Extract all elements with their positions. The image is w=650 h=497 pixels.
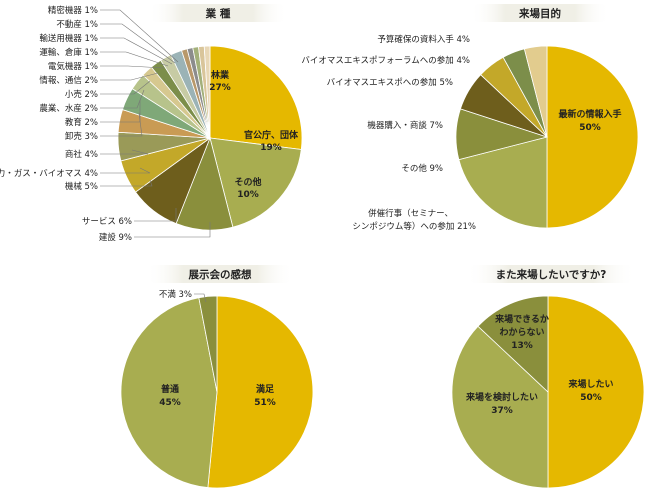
pie0-outside-label-6: 小売 2% (65, 89, 98, 100)
pie0-outside-label-13: サービス 6% (82, 217, 132, 227)
pie0-outside-label-0: 精密機器 1% (48, 5, 98, 16)
pie0-outside-label-3: 運輸、倉庫 1% (39, 47, 98, 58)
pie0-outside-label-1: 不動産 1% (56, 19, 98, 30)
pie3-slice-2 (477, 295, 549, 393)
pie2-outside-label-0: 不満 3% (159, 290, 192, 300)
pie0-outside-label-7: 農業、水産 2% (39, 103, 98, 114)
pie1-outside-label-2: バイオマスエキスポへの参加 5% (327, 77, 453, 88)
pie0-leader-1 (100, 23, 176, 64)
pie1-outside-label-1: バイオマスエキスポフォーラムへの参加 4% (301, 55, 470, 66)
pie0-leader-2 (100, 37, 173, 65)
pie3-inside-label-2: わからない (499, 327, 544, 338)
pie0-leader-3 (100, 51, 169, 67)
pie1-slice-1 (458, 136, 548, 229)
pie0-leader-13 (134, 208, 177, 222)
svg-text:また来場したいですか?: また来場したいですか? (496, 268, 607, 281)
pie0-outside-label-12: 機械 5% (65, 181, 98, 192)
pie0-slice-17 (203, 45, 211, 139)
pie0-leader-12 (100, 179, 153, 187)
pie3-slice-0 (547, 295, 645, 489)
pie1-outside-label-0: 予算確保の資料入手 4% (377, 34, 470, 45)
pie3-inside-label-1: 来場を検討したい (465, 391, 538, 403)
pie3-inside-label-1: 37% (491, 406, 513, 416)
pie0-outside-label-9: 卸売 3% (65, 131, 98, 142)
svg-text:来場目的: 来場目的 (518, 7, 561, 20)
pie2-leader-0 (194, 293, 207, 303)
pie0-inside-label-2: その他 (234, 176, 261, 188)
pie2-slice-1 (120, 297, 218, 489)
pie0-slice-1 (209, 137, 302, 228)
pie2-inside-label-1: 普通 (161, 383, 179, 395)
pie0-leader-11 (100, 167, 151, 174)
pie0-leader-14 (134, 222, 211, 238)
pie0-outside-label-11: 電力・ガス・バイオマス 4% (0, 168, 98, 179)
pie1-outside-label-6: シンポジウム等）への参加 21% (352, 221, 476, 232)
pie3-inside-label-0: 来場したい (567, 378, 613, 390)
pie0-inside-label-1: 19% (260, 143, 282, 153)
pie0-inside-label-2: 10% (237, 190, 259, 200)
pie2-inside-label-0: 満足 (256, 383, 275, 395)
pie0-inside-label-1: 官公庁、団体 (244, 129, 299, 141)
pie0-leader-7 (100, 89, 145, 109)
pie0-outside-label-8: 教育 2% (65, 117, 98, 128)
pie3-inside-label-0: 50% (580, 393, 602, 403)
pie2-slice-0 (207, 295, 314, 489)
pie0-outside-label-5: 情報、通信 2% (39, 75, 98, 86)
pie0-inside-label-0: 林業 (211, 69, 230, 81)
pie3-inside-label-2: 来場できるか (494, 313, 549, 325)
pie0-leader-5 (100, 72, 159, 81)
chart-title-industry: 業 種 (148, 4, 288, 22)
svg-text:展示会の感想: 展示会の感想 (189, 268, 252, 281)
pie2-inside-label-1: 45% (159, 398, 181, 408)
pie0-slice-0 (209, 45, 303, 150)
pie1-outside-label-4: その他 9% (401, 163, 443, 174)
chart-title-purpose: 来場目的 (470, 4, 610, 22)
pie0-leader-10 (100, 149, 149, 155)
pie1-outside-label-5: 併催行事（セミナー、 (368, 208, 453, 219)
pie2-slice-2 (198, 295, 218, 393)
pie2-inside-label-0: 51% (254, 398, 276, 408)
pie3-inside-label-2: 13% (511, 341, 533, 351)
chart-title-revisit: また来場したいですか? (466, 265, 636, 283)
pie0-outside-label-2: 輸送用機器 1% (39, 33, 98, 44)
pie0-leader-9 (100, 112, 143, 137)
pie1-slice-0 (546, 45, 639, 229)
pie0-outside-label-14: 建設 9% (99, 232, 132, 243)
pie1-slice-6 (523, 45, 548, 138)
pie0-leader-4 (100, 65, 165, 69)
chart-title-impression: 展示会の感想 (146, 265, 294, 283)
pie1-inside-label-0: 50% (579, 123, 601, 133)
pie0-outside-label-10: 商社 4% (65, 149, 98, 160)
pie3-slice-1 (451, 325, 549, 489)
pie0-leader-6 (100, 80, 151, 95)
svg-text:業 種: 業 種 (205, 7, 231, 20)
pie0-leader-0 (100, 9, 179, 63)
pie1-outside-label-3: 機器購入・商談 7% (367, 120, 443, 131)
pie1-inside-label-0: 最新の情報入手 (558, 108, 621, 120)
pie0-outside-label-4: 電気機器 1% (48, 61, 98, 72)
pie0-inside-label-0: 27% (209, 83, 231, 93)
